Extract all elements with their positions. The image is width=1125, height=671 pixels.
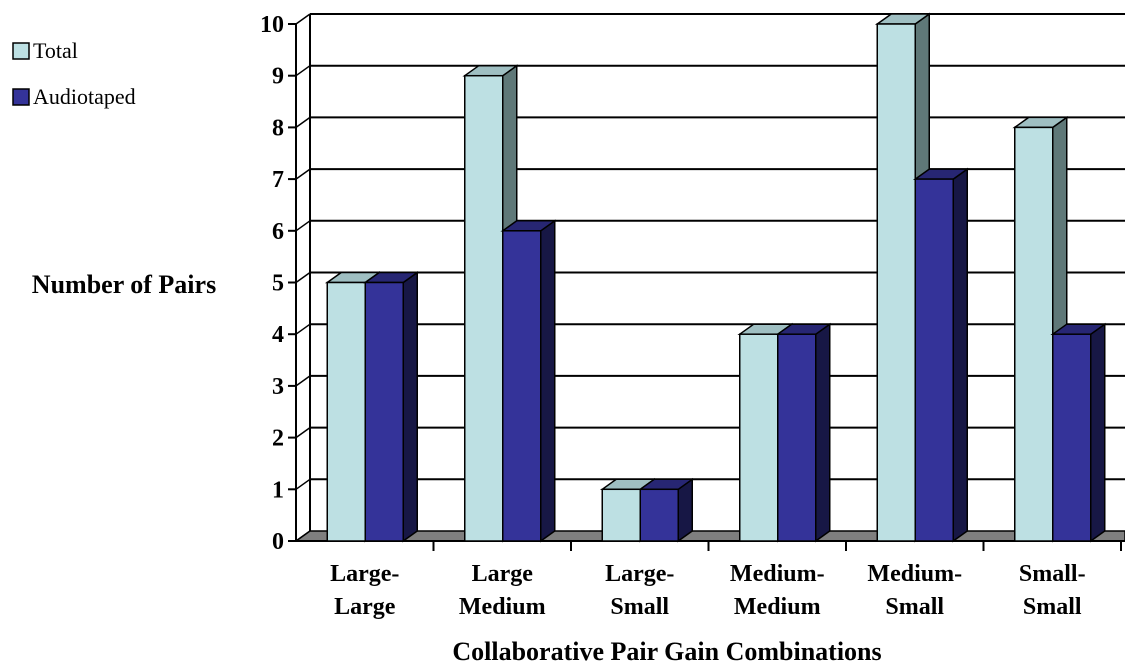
bar-side: [402, 271, 418, 543]
gridline-side: [295, 220, 311, 232]
bar-front: [1052, 333, 1092, 542]
bar-front: [876, 23, 916, 542]
x-category-label: Small-: [1019, 561, 1086, 587]
x-category-label: Small: [610, 594, 669, 620]
chart-floor: [293, 530, 1125, 542]
gridline-side: [295, 375, 311, 387]
x-category-label: Large-: [330, 561, 399, 587]
y-axis-title: Number of Pairs: [32, 270, 216, 299]
x-category-label: Small: [1023, 594, 1082, 620]
bar: [912, 167, 970, 543]
x-category-labels: Large- Large Large Medium Large- Small Medium-…: [330, 561, 1085, 620]
legend-label-total: Total: [33, 38, 78, 63]
x-category-label: Small: [885, 594, 944, 620]
legend-label-audiotaped: Audiotaped: [33, 84, 136, 109]
bar-side: [1090, 322, 1106, 543]
x-category-label: Medium: [734, 594, 821, 620]
x-axis-title: Collaborative Pair Gain Combinations: [452, 637, 881, 666]
bar: [362, 271, 420, 543]
floor: [293, 530, 1125, 542]
y-tick-label: 1: [272, 477, 284, 503]
x-category-label: Large-: [605, 561, 674, 587]
bar-front: [464, 74, 504, 542]
gridlines: [295, 13, 1125, 542]
gridline-side: [295, 168, 311, 180]
legend: Total Audiotaped: [12, 38, 136, 109]
gridline-side: [295, 478, 311, 490]
x-category-label: Medium-: [730, 561, 825, 587]
bar-front: [639, 488, 679, 542]
y-tick-label: 2: [272, 426, 284, 452]
y-tick-label: 8: [272, 115, 284, 141]
gridline-side: [295, 116, 311, 129]
y-tick-label: 10: [260, 12, 284, 38]
bar-front: [601, 488, 641, 542]
bars: [324, 12, 1108, 543]
bar: [500, 219, 558, 543]
x-category-label: Large: [334, 594, 396, 620]
legend-swatch-audiotaped: [12, 88, 30, 106]
axes: [288, 23, 1125, 551]
gridline-side: [295, 65, 311, 77]
bar-front: [326, 281, 366, 542]
bar-front: [739, 333, 779, 542]
y-tick-label: 6: [272, 219, 284, 245]
y-tick-label: 7: [272, 167, 284, 193]
bar-side: [815, 322, 831, 543]
bar-front: [777, 333, 817, 542]
y-tick-labels: 0 1 2 3 4 5 6 7 8 9 10: [260, 12, 284, 555]
bar: [1050, 322, 1108, 543]
gridline-side: [295, 323, 311, 335]
bar-side: [952, 167, 968, 543]
bar: [637, 477, 695, 543]
y-tick-label: 3: [272, 374, 284, 400]
x-category-label: Large: [472, 561, 534, 587]
bar-side: [540, 219, 556, 543]
x-category-label: Medium-: [867, 561, 962, 587]
y-tick-label: 9: [272, 64, 284, 90]
x-category-label: Medium: [459, 594, 546, 620]
legend-swatch-total: [12, 42, 30, 60]
gridline-side: [295, 271, 311, 284]
bar: [775, 322, 833, 543]
bar-front: [1014, 126, 1054, 542]
bar-front: [914, 178, 954, 542]
gridline-side: [295, 13, 311, 25]
gridline-side: [295, 426, 311, 439]
y-tick-label: 0: [272, 529, 284, 555]
bar-front: [364, 281, 404, 542]
y-tick-label: 5: [272, 271, 284, 297]
bar-front: [502, 230, 542, 542]
y-tick-label: 4: [272, 322, 284, 348]
